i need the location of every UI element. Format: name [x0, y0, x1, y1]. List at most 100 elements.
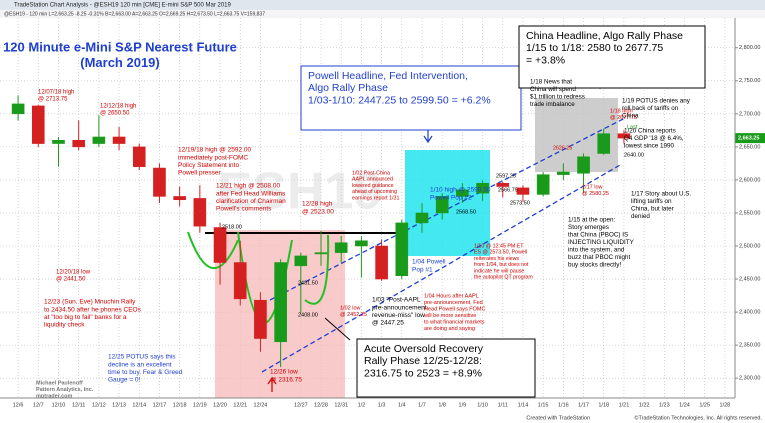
annotation-line: 12/19/18 high @ 2592.00 [178, 147, 251, 154]
annotation-line: 12/28 high [302, 201, 333, 208]
annotation-line: 1/03-1/10: 2447.25 to 2599.50 = +6.2% [308, 95, 491, 107]
annotation-line: 1/18 News that [530, 79, 572, 86]
x-tick-label: 1/23 [659, 402, 670, 408]
annotation-line: 1/15 at the open: [568, 217, 616, 224]
candle-body [173, 196, 186, 200]
x-tick-label: 1/4 [398, 402, 406, 408]
x-tick-label: 12/12 [92, 402, 106, 408]
annotation-line: Gauge = 0! [108, 377, 141, 384]
arrow [267, 376, 277, 392]
annotation-line: 12/26 low [270, 369, 298, 376]
candle-body [31, 105, 45, 144]
annotation-line: liquidity check [44, 322, 85, 329]
annotation-line: mptrader.com [36, 393, 72, 399]
callout-box [356, 338, 536, 398]
x-tick-label: 12/11 [72, 402, 85, 408]
candle-body [375, 245, 388, 280]
annotation-line: after Fed Head Williams [216, 190, 286, 197]
y-tick-label: 2,550.00 [739, 210, 760, 216]
candle-body [274, 262, 287, 343]
candle-body [314, 252, 328, 255]
annotation-line: = +3.8% [526, 55, 565, 67]
annotation-line: Policy Statement into [178, 162, 239, 169]
annotation-line: revenue-miss" low [372, 312, 425, 319]
annotation-line: 12/20/18 low [56, 270, 91, 276]
annotation-line: decline is an excellent [108, 361, 172, 368]
lower-trendline [261, 164, 621, 373]
candle-body [213, 227, 227, 263]
x-tick-label: 1/14 [518, 402, 529, 408]
annotation-line: Powell's comments [216, 206, 272, 213]
x-tick-label: 12/27 [294, 402, 308, 408]
last-price-box [735, 133, 765, 144]
annotation-line: Powell Headline, Fed Intervention, [308, 70, 468, 82]
annotation-line: indicate he will pause [474, 268, 524, 274]
candle-body [92, 136, 106, 144]
annotation-line: 2518.00 [222, 224, 242, 230]
annotation-line: earnings report 1/31 [352, 195, 399, 201]
annotation-line: the autopilot QT program [474, 275, 533, 281]
window-title-bar [0, 0, 765, 10]
annotation-line: 1/03 "Post-AAPL [372, 297, 421, 304]
annotation-line: @ 2316.75 [270, 376, 302, 383]
annotation-line: INJECTING LIQUIDITY [568, 239, 635, 246]
annotation-line: Q4 GDP '18 @ 6.4%, [624, 135, 684, 142]
annotation-line: at "too big to fail" banks for a [44, 314, 127, 321]
annotation-line: 2597.25 [496, 173, 516, 179]
y-tick-label: 2,800.00 [739, 45, 760, 51]
annotation-line: 1/17 Story about U.S. [631, 191, 691, 198]
annotation-line: @ 2677.75 [610, 115, 637, 121]
x-tick-label: 1/21 [619, 402, 630, 408]
x-tick-label: 12/14 [132, 402, 146, 408]
annotation-line: Last [627, 124, 638, 130]
annotation-line: Story emerges [568, 224, 609, 231]
candle-body [597, 133, 611, 154]
annotation-line: (March 2019) [80, 55, 159, 70]
x-tick-label: 12/18 [173, 402, 187, 408]
x-tick-label: 1/2 [358, 402, 366, 408]
annotation-line: that China (PBOC) IS [568, 232, 628, 239]
annotation-line: Head Powell says FOMC [424, 306, 485, 312]
x-tick-label: 1/9 [459, 402, 467, 408]
annotation-line: time to buy. Fear & Greed [108, 369, 183, 376]
x-tick-label: 12/28 [314, 402, 328, 408]
annotation-line: 12/23 (Sun. Eve) Mnuchin Rally [44, 299, 136, 306]
annotation-line: Powell presser [178, 170, 221, 177]
annotation-line: 1/04 Hours after AAPL [424, 293, 479, 299]
marks: 2,663.25 [11, 95, 765, 368]
annotation-line: 2408.00 [298, 312, 318, 318]
upper-trendline [269, 117, 626, 301]
candle-body [476, 182, 489, 194]
x-tick-label: 12/19 [193, 402, 207, 408]
info-bar [0, 10, 765, 18]
last-price-label: 2,663.25 [738, 136, 759, 142]
annotation-line: China will spend [530, 86, 576, 93]
annotation-line: roll back of tariffs on [622, 105, 679, 112]
annotation-line: $1 trillion to redress [530, 94, 585, 101]
annotation-line: into the system, and [568, 246, 625, 253]
annotation-line: are doing and saying [424, 326, 475, 332]
y-tick-label: 2,500.00 [739, 243, 760, 249]
annotation-line: buy stocks directly! [568, 261, 621, 268]
y-tick-label: 2,600.00 [739, 177, 760, 183]
annotation-line: 2640.00 [624, 152, 644, 158]
candle-body [132, 146, 146, 167]
annotation-line: 2573.50 [510, 200, 530, 206]
annotation-line: 1/02 Post-China [352, 170, 390, 176]
x-tick-label: 1/8 [438, 402, 446, 408]
candle-body [193, 198, 207, 227]
x-tick-label: 1/25 [699, 402, 710, 408]
candle-body [153, 167, 166, 197]
x-tick-label: 12/7 [33, 402, 44, 408]
annotation-line: 1/17 low [582, 184, 603, 190]
annotation-line: 1/18 high [610, 108, 633, 114]
annotation-line: 2568.50 [456, 209, 476, 215]
annotations: 120 Minute e-Mini S&P Nearest Future(Mar… [3, 25, 706, 399]
x-tick-label: 1/15 [538, 402, 549, 408]
annotation-line: 12/25 POTUS says this [108, 354, 176, 361]
annotation-line: China [622, 113, 639, 120]
x-tick-label: 12/24 [254, 402, 268, 408]
annotation-line: buzz that PBOC might [568, 254, 631, 261]
y-tick-label: 2,350.00 [739, 343, 760, 349]
